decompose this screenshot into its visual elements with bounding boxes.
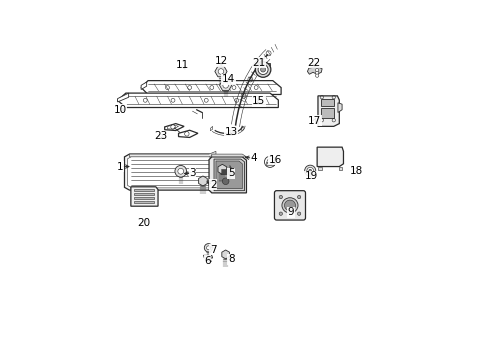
- Polygon shape: [124, 154, 216, 190]
- Polygon shape: [219, 80, 231, 91]
- Text: 14: 14: [222, 74, 235, 84]
- Circle shape: [315, 71, 318, 75]
- Polygon shape: [127, 156, 213, 188]
- Text: 9: 9: [287, 207, 293, 217]
- Circle shape: [297, 212, 300, 215]
- Text: 20: 20: [137, 219, 150, 228]
- Circle shape: [279, 195, 282, 199]
- Ellipse shape: [282, 198, 297, 213]
- Circle shape: [315, 68, 318, 72]
- Circle shape: [204, 244, 212, 252]
- Polygon shape: [211, 154, 246, 157]
- Polygon shape: [214, 66, 226, 77]
- Polygon shape: [198, 176, 207, 186]
- Text: 15: 15: [252, 96, 265, 107]
- Polygon shape: [307, 67, 322, 74]
- Polygon shape: [133, 197, 153, 199]
- Polygon shape: [210, 126, 212, 131]
- Circle shape: [218, 69, 224, 74]
- Text: 5: 5: [227, 168, 234, 179]
- Polygon shape: [321, 108, 333, 118]
- Polygon shape: [141, 82, 146, 90]
- Circle shape: [223, 82, 228, 88]
- Circle shape: [222, 178, 228, 185]
- Circle shape: [260, 67, 265, 72]
- Polygon shape: [214, 159, 244, 191]
- Text: 22: 22: [307, 58, 320, 68]
- Text: 21: 21: [252, 58, 265, 68]
- Text: 16: 16: [268, 155, 282, 165]
- Circle shape: [279, 212, 282, 215]
- Polygon shape: [317, 96, 339, 126]
- Text: 6: 6: [204, 256, 210, 266]
- Polygon shape: [133, 193, 153, 195]
- Polygon shape: [338, 167, 342, 170]
- Circle shape: [306, 167, 313, 174]
- Text: 2: 2: [209, 180, 216, 190]
- Polygon shape: [317, 147, 343, 167]
- Text: 12: 12: [214, 56, 228, 66]
- Polygon shape: [208, 157, 246, 193]
- Polygon shape: [241, 126, 244, 131]
- Polygon shape: [178, 130, 198, 138]
- Text: 7: 7: [209, 245, 216, 255]
- Polygon shape: [133, 201, 153, 203]
- Polygon shape: [131, 187, 158, 206]
- Text: 19: 19: [305, 171, 318, 181]
- Text: 11: 11: [176, 60, 189, 70]
- Polygon shape: [167, 125, 178, 129]
- Polygon shape: [117, 93, 128, 102]
- Circle shape: [308, 169, 311, 172]
- Circle shape: [258, 64, 267, 75]
- Text: 18: 18: [348, 166, 362, 176]
- Text: 17: 17: [307, 116, 320, 126]
- FancyBboxPatch shape: [274, 191, 305, 220]
- Circle shape: [206, 246, 210, 250]
- Circle shape: [178, 168, 183, 174]
- Text: 13: 13: [224, 127, 237, 137]
- Text: 4: 4: [249, 153, 256, 163]
- Polygon shape: [133, 189, 153, 191]
- Polygon shape: [337, 103, 342, 112]
- Ellipse shape: [284, 200, 295, 211]
- Ellipse shape: [322, 150, 337, 163]
- Polygon shape: [117, 93, 278, 108]
- Text: 10: 10: [114, 105, 126, 115]
- Circle shape: [315, 74, 318, 77]
- Polygon shape: [222, 250, 229, 259]
- Polygon shape: [216, 161, 242, 189]
- Polygon shape: [256, 63, 269, 66]
- Text: 8: 8: [227, 255, 234, 264]
- Polygon shape: [321, 99, 333, 107]
- Circle shape: [304, 165, 315, 176]
- Text: 1: 1: [117, 162, 123, 172]
- Polygon shape: [221, 165, 233, 179]
- Polygon shape: [203, 255, 212, 258]
- Polygon shape: [164, 123, 183, 131]
- Text: 23: 23: [154, 131, 168, 141]
- Polygon shape: [141, 81, 281, 94]
- Polygon shape: [129, 151, 216, 157]
- Circle shape: [175, 166, 186, 177]
- Text: 3: 3: [189, 168, 195, 179]
- Ellipse shape: [324, 153, 335, 161]
- Circle shape: [255, 62, 270, 77]
- Polygon shape: [265, 162, 274, 165]
- Polygon shape: [318, 167, 321, 170]
- Polygon shape: [218, 164, 226, 174]
- Circle shape: [297, 195, 300, 199]
